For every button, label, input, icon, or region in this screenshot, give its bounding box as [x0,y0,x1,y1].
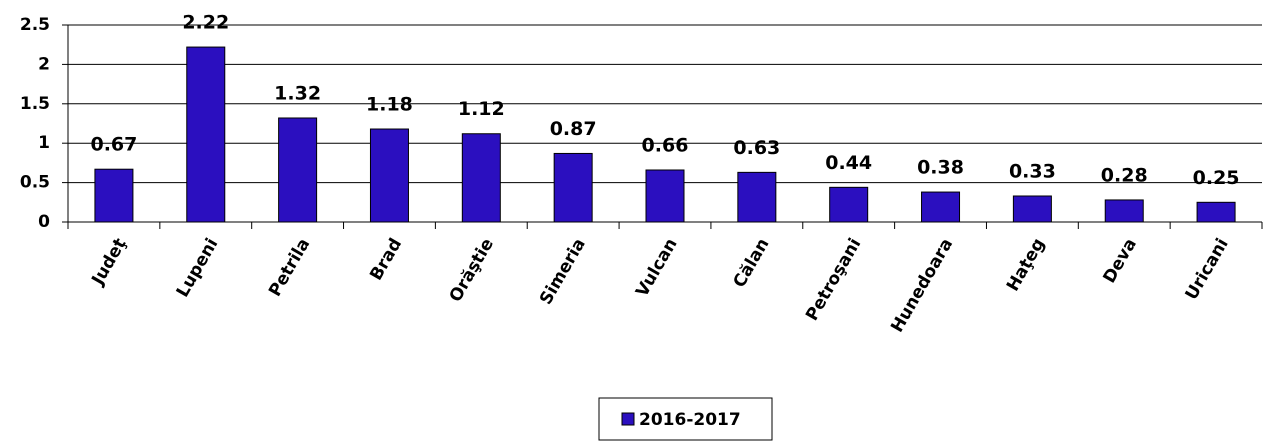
y-tick-label: 2 [38,54,50,74]
bar [369,128,409,223]
x-tick-label: Vulcan [632,235,681,301]
x-tick-label: Haţeg [1003,235,1049,295]
data-label: 0.25 [1193,167,1240,189]
data-label: 2.22 [182,12,229,34]
x-tick-label: Hunedoara [887,235,957,336]
x-tick-label: Uricani [1182,235,1233,303]
bar [1196,201,1236,223]
x-tick-label: Lupeni [173,235,223,301]
y-tick-label: 1.5 [20,94,50,114]
x-tick-label: Deva [1099,235,1140,287]
legend-swatch [621,412,635,426]
y-tick-label: 2.5 [20,15,50,35]
data-label: 0.38 [917,157,964,179]
legend-label: 2016-2017 [639,410,741,430]
data-label: 0.67 [90,134,137,156]
bar [278,117,318,223]
y-tick-label: 0.5 [20,173,50,193]
y-tick-label: 1 [38,133,50,153]
data-label: 0.63 [733,137,780,159]
x-tick-label: Petroşani [802,235,865,324]
x-tick-label: Simeria [536,235,590,308]
x-tick-label: Orăştie [446,235,498,306]
x-tick-label: Brad [366,235,406,284]
bar [921,191,961,223]
bar [645,169,685,223]
data-label: 1.32 [274,82,321,104]
bar [829,186,869,223]
bar [1104,199,1144,223]
x-tick-label: Călan [730,235,774,291]
bar [461,133,501,223]
data-label: 0.28 [1101,164,1148,186]
data-label: 0.44 [825,152,872,174]
bar [553,152,593,223]
data-label: 0.66 [642,134,689,156]
bar [186,46,226,223]
bar [737,171,777,223]
data-label: 1.12 [458,98,505,120]
data-label: 0.33 [1009,160,1056,182]
y-tick-label: 0 [38,212,50,232]
data-label: 1.18 [366,94,413,116]
data-label: 0.87 [550,118,597,140]
x-tick-label: Petrila [265,235,314,300]
bar [1012,195,1052,223]
x-tick-label: Judeţ [88,235,131,289]
bar [94,168,134,223]
